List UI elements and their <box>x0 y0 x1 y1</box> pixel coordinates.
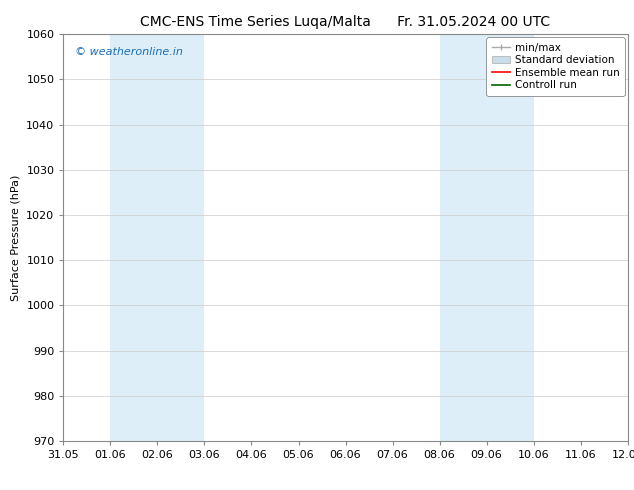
Bar <box>439 34 534 441</box>
Bar <box>110 34 204 441</box>
Legend: min/max, Standard deviation, Ensemble mean run, Controll run: min/max, Standard deviation, Ensemble me… <box>486 37 624 96</box>
Text: © weatheronline.in: © weatheronline.in <box>75 47 183 56</box>
Y-axis label: Surface Pressure (hPa): Surface Pressure (hPa) <box>11 174 21 301</box>
Title: CMC-ENS Time Series Luqa/Malta      Fr. 31.05.2024 00 UTC: CMC-ENS Time Series Luqa/Malta Fr. 31.05… <box>141 15 550 29</box>
